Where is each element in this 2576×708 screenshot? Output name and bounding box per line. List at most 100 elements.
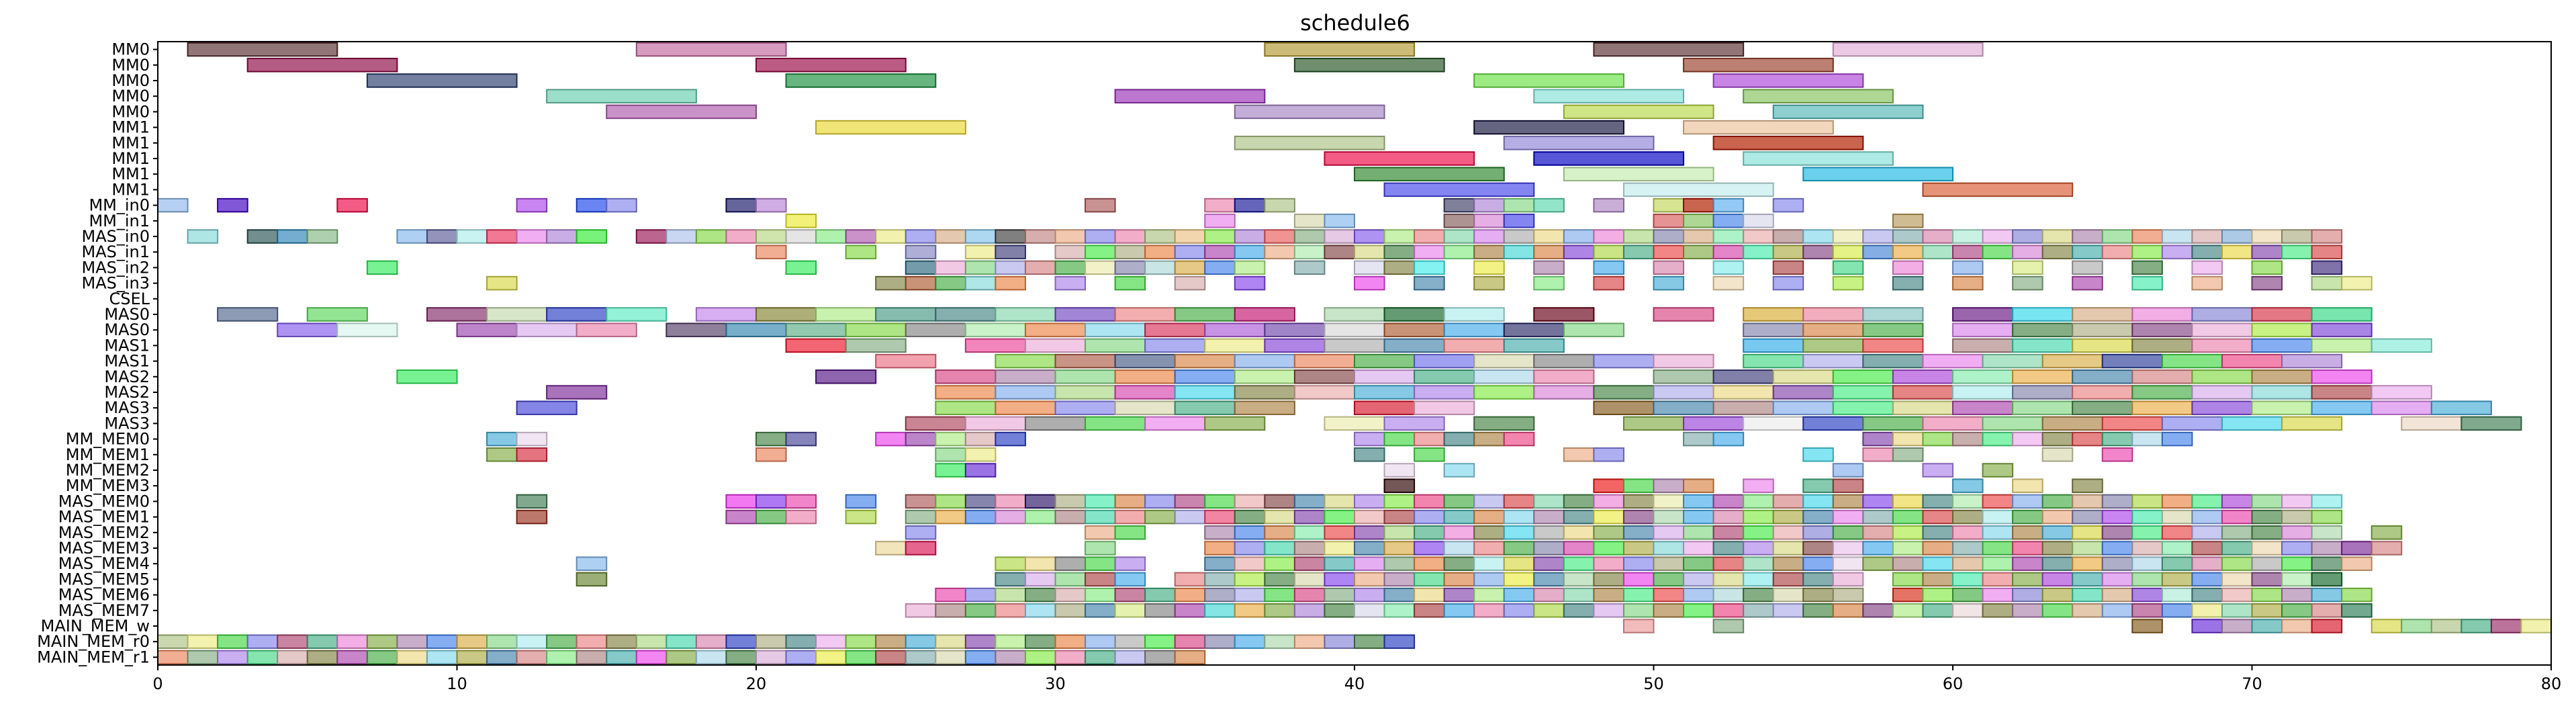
task-bar [785, 260, 817, 275]
task-bar [1383, 478, 1416, 493]
task-bar [1892, 431, 1924, 447]
task-bar [1324, 587, 1355, 603]
task-bar [1204, 556, 1236, 571]
task-bar [665, 322, 727, 337]
task-bar [1952, 385, 2014, 400]
row-label: MM_MEM2 [66, 461, 150, 480]
task-bar [1174, 572, 1206, 587]
task-bar [995, 634, 1026, 649]
task-bar [1533, 89, 1685, 103]
task-bar [1414, 431, 1445, 447]
task-bar [1952, 478, 1984, 493]
task-bar [1533, 603, 1565, 618]
task-bar [2041, 245, 2074, 259]
task-bar [546, 229, 578, 244]
task-bar [2251, 509, 2283, 525]
task-bar [1054, 650, 1087, 665]
row-label: MM0 [111, 56, 150, 75]
task-bar [1293, 572, 1326, 587]
task-bar [1622, 541, 1655, 556]
task-bar [1234, 572, 1266, 587]
task-bar [1114, 229, 1146, 244]
task-bar [1473, 353, 1535, 369]
task-bar [785, 509, 817, 525]
task-bar [2430, 619, 2463, 633]
task-bar [1114, 603, 1146, 618]
task-bar [1204, 603, 1236, 618]
task-bar [1354, 634, 1385, 649]
task-bar [1383, 587, 1416, 603]
task-bar [1024, 322, 1087, 337]
task-bar [1503, 245, 1535, 259]
task-bar [246, 634, 279, 649]
task-bar [1085, 197, 1116, 213]
task-bar [1952, 275, 1984, 291]
task-bar [1383, 541, 1416, 556]
task-bar [1712, 229, 1745, 244]
task-bar [1114, 245, 1146, 259]
task-bar [1653, 572, 1685, 587]
task-bar [396, 369, 458, 384]
task-bar [1174, 603, 1206, 618]
task-bar [1892, 587, 1924, 603]
task-bar [845, 322, 907, 337]
task-bar [2012, 541, 2043, 556]
task-bar [964, 275, 997, 291]
task-bar [426, 229, 458, 244]
task-bar [486, 275, 518, 291]
row-label: MAS_MEM0 [58, 492, 150, 511]
task-bar [2041, 556, 2074, 571]
task-bar [1832, 385, 1894, 400]
task-bar [1085, 541, 1116, 556]
task-bar [2191, 322, 2253, 337]
task-bar [1832, 478, 1864, 493]
task-bar [1683, 509, 1714, 525]
task-bar [2311, 572, 2343, 587]
task-bar [1174, 494, 1206, 509]
task-bar [1712, 275, 1745, 291]
task-bar [1204, 260, 1236, 275]
task-bar [2311, 619, 2343, 633]
task-bar [1324, 151, 1475, 166]
row-label: MAS_MEM5 [58, 570, 150, 588]
task-bar [1354, 167, 1505, 181]
task-bar [964, 650, 997, 665]
task-bar [1414, 400, 1475, 415]
task-bar [1383, 322, 1445, 337]
task-bar [1892, 494, 1924, 509]
task-bar [1293, 556, 1326, 571]
task-bar [1144, 634, 1176, 649]
task-bar [1593, 572, 1624, 587]
task-bar [905, 494, 937, 509]
task-bar [1234, 556, 1266, 571]
task-bar [1085, 587, 1116, 603]
task-bar [1054, 509, 1087, 525]
task-bar [2131, 603, 2163, 618]
task-bar [1414, 229, 1445, 244]
task-bar [1922, 416, 1984, 431]
task-bar [2161, 431, 2193, 447]
task-bar [1054, 229, 1087, 244]
task-bar [2072, 400, 2133, 415]
task-bar [246, 229, 279, 244]
task-bar [1832, 275, 1864, 291]
task-bar [2341, 556, 2373, 571]
task-bar [1324, 307, 1385, 322]
task-bar [396, 634, 428, 649]
task-bar [1772, 587, 1804, 603]
task-bar [1622, 245, 1655, 259]
task-bar [1144, 322, 1206, 337]
task-bar [2012, 525, 2043, 540]
task-bar [1593, 197, 1624, 213]
row-label: MAS0 [104, 320, 150, 339]
task-bar [935, 603, 966, 618]
task-bar [1743, 89, 1894, 103]
task-bar [516, 197, 548, 213]
task-bar [2251, 619, 2283, 633]
task-bar [935, 307, 997, 322]
task-bar [1414, 353, 1475, 369]
task-bar [1982, 541, 2014, 556]
task-bar [396, 229, 428, 244]
task-bar [935, 260, 966, 275]
